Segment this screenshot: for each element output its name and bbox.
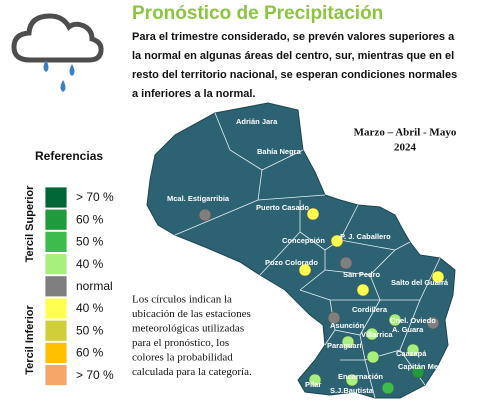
place-label: Mcal. Estigarribia [167,194,230,203]
legend-label: > 70 % [76,190,114,204]
legend-swatch [44,297,68,320]
place-label: Adrián Jara [236,117,278,126]
place-label: Caazapá [396,349,427,358]
place-label: Bahía Negra [257,147,302,156]
note-line: colores la probabilidad [132,352,233,364]
note-line: meteorológicas utilizadas [132,323,244,335]
place-label: S.J.Bautista [330,386,374,395]
place-label: Puerto Casado [256,203,309,212]
place-label: P. J. Caballero [340,232,391,241]
map: Adrián Jara Bahía Negra Mcal. Estigarribia… [146,102,456,399]
place-label: A. Guara [392,325,424,334]
legend-label: normal [76,279,113,293]
place-label: Concepción [282,236,325,245]
note-line: para el pronóstico, los [132,337,229,349]
legend-swatch [44,275,68,298]
description-line: resto del territorio nacional, se espera… [132,69,457,81]
description-line: Para el trimestre considerado, se prevén… [132,31,455,43]
note-line: calculada para la categoría. [132,366,252,378]
place-label: Paraguarí [327,341,363,350]
place-label: Encarnación [338,372,383,381]
period-year: 2024 [394,142,417,154]
title: Pronóstico de Precipitación [132,3,383,24]
description-line: la normal en algunas áreas del centro, s… [132,50,454,62]
place-label: Cnel. Oviedo [390,316,436,325]
legend-swatch [44,186,68,209]
place-label: Cordillera [352,305,388,314]
legend-label: > 70 % [76,368,114,382]
legend-group: Tercil Inferior [24,305,36,375]
legend-label: 50 % [76,235,104,249]
place-label: San Pedro [343,270,381,279]
legend-title: Referencias [35,149,103,163]
legend-swatch [44,253,68,276]
note-line: Los círculos indican la [132,294,232,306]
legend-label: 40 % [76,257,104,271]
period-months: Marzo – Abril - Mayo [354,127,457,139]
place-label: Salto del Guairá [391,278,449,287]
place-label: Asunción [330,321,365,330]
legend-swatch [44,208,68,231]
description-line: a inferiores a la normal. [132,88,256,100]
place-label: Capitán Meza [398,362,447,371]
legend-swatch [44,341,68,364]
legend-label: 40 % [76,301,104,315]
legend-swatch [44,364,68,387]
legend-group: Tercil Superior [24,185,36,263]
legend-swatch [44,230,68,253]
legend-label: 60 % [76,212,104,226]
note-line: ubicación de las estaciones [132,308,251,320]
place-label: Pilar [305,380,321,389]
legend-swatch [44,319,68,342]
legend-label: 50 % [76,323,104,337]
place-label: Villarrica [361,330,393,339]
weather-icon [11,13,104,92]
legend-label: 60 % [76,346,104,360]
place-label: Pozo Colorado [265,258,318,267]
